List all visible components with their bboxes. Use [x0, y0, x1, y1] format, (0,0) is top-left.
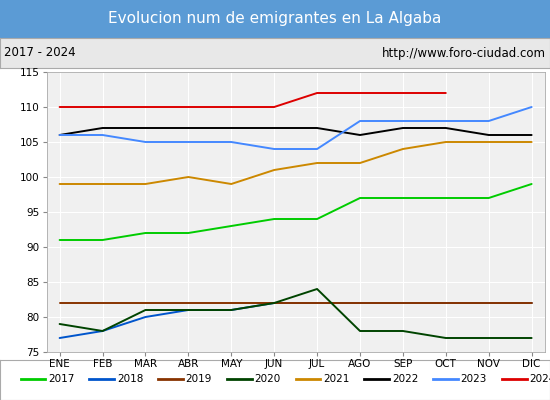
Text: 2021: 2021 [323, 374, 349, 384]
Text: 2017: 2017 [48, 374, 74, 384]
Text: 2017 - 2024: 2017 - 2024 [4, 46, 76, 60]
Text: Evolucion num de emigrantes en La Algaba: Evolucion num de emigrantes en La Algaba [108, 12, 442, 26]
Text: http://www.foro-ciudad.com: http://www.foro-ciudad.com [382, 46, 546, 60]
Text: 2018: 2018 [117, 374, 143, 384]
Text: 2022: 2022 [392, 374, 418, 384]
Text: 2020: 2020 [254, 374, 280, 384]
Text: 2023: 2023 [461, 374, 487, 384]
Text: 2019: 2019 [185, 374, 212, 384]
Text: 2024: 2024 [529, 374, 550, 384]
